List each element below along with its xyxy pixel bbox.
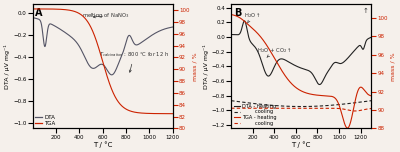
Y-axis label: DTA / μV mg⁻¹: DTA / μV mg⁻¹ <box>203 44 209 89</box>
Y-axis label: mass / %: mass / % <box>391 52 396 81</box>
Text: $T_{calcination}$ : 800 °C for 12 h: $T_{calcination}$ : 800 °C for 12 h <box>99 50 169 72</box>
Text: H$_2$O + CO$_2\uparrow$: H$_2$O + CO$_2\uparrow$ <box>257 46 292 57</box>
Text: A: A <box>35 8 43 18</box>
Text: melting of NaNO$_3$: melting of NaNO$_3$ <box>82 11 129 20</box>
Y-axis label: DTA / μV mg⁻¹: DTA / μV mg⁻¹ <box>4 44 10 89</box>
Text: B: B <box>234 8 241 18</box>
Text: $\uparrow$: $\uparrow$ <box>362 5 369 15</box>
Legend: DTA, TGA: DTA, TGA <box>35 115 56 126</box>
X-axis label: T / °C: T / °C <box>93 141 112 148</box>
X-axis label: T / °C: T / °C <box>292 141 311 148</box>
Text: H$_2$O$\uparrow$: H$_2$O$\uparrow$ <box>244 11 261 23</box>
Y-axis label: mass / %: mass / % <box>192 52 197 81</box>
Legend: DTA - heating,         cooling, TGA - heating,         cooling: DTA - heating, cooling, TGA - heating, c… <box>234 104 276 126</box>
